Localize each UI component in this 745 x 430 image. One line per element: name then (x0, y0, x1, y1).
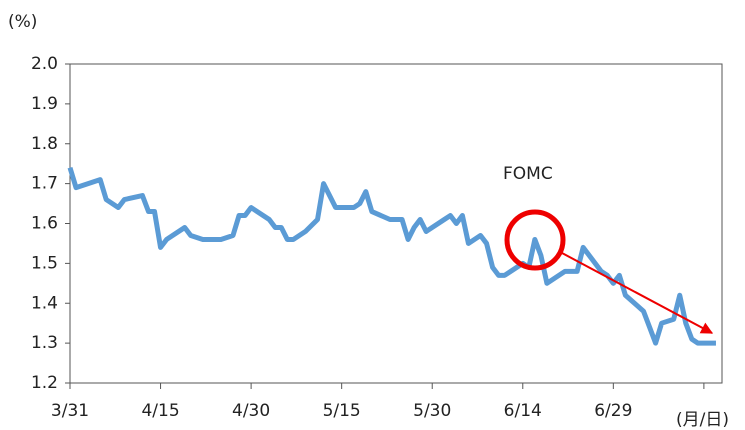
y-tick-label: 1.5 (31, 253, 58, 273)
plot-frame (69, 63, 723, 384)
x-tick-label: 4/15 (141, 401, 179, 421)
y-tick-label: 2.0 (31, 54, 58, 74)
x-tick-label: 5/30 (413, 401, 451, 421)
y-tick-label: 1.9 (31, 94, 58, 114)
annotation: FOMC (503, 164, 553, 184)
marks: 1.2 1.3 1.4 1.5 1.6 1.7 1.8 1.9 2.0 3/31 4/15 4/30 5… (31, 54, 716, 421)
y-tick-label: 1.3 (31, 333, 58, 353)
x-tick-label: 5/15 (323, 401, 361, 421)
highlight-circle (504, 209, 566, 271)
y-tick-label: 1.7 (31, 174, 58, 194)
y-tick-label: 1.8 (31, 134, 58, 154)
y-tick-label: 1.6 (31, 214, 58, 234)
y-tick-label: 1.4 (31, 293, 58, 313)
x-axis-label: (月/日) (676, 410, 729, 430)
x-tick-label: 6/29 (594, 401, 632, 421)
x-tick-label: 6/14 (504, 401, 542, 421)
y-unit-label: (%) (8, 12, 37, 32)
trend-arrow (561, 252, 714, 334)
x-tick-label: 3/31 (51, 401, 89, 421)
y-tick-label: 1.2 (31, 373, 58, 393)
x-tick-label: 4/30 (232, 401, 270, 421)
line-series (67, 166, 716, 346)
